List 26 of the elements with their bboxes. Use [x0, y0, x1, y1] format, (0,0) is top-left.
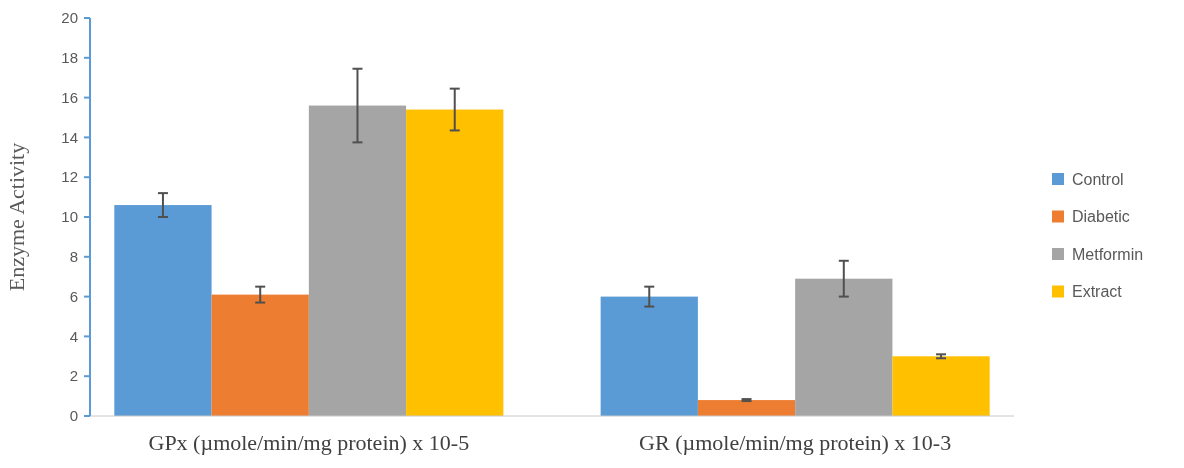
bar [600, 296, 698, 416]
bar [308, 105, 407, 416]
x-tick-label: GR (µmole/min/mg protein) x 10-3 [639, 430, 952, 455]
y-tick-label: 10 [61, 208, 78, 226]
x-tick-label: GPx (µmole/min/mg protein) x 10-5 [148, 430, 470, 455]
bar [114, 205, 212, 416]
bar [795, 278, 893, 416]
y-tick-label: 20 [61, 9, 78, 27]
bar [211, 294, 309, 416]
y-tick-label: 6 [69, 287, 78, 305]
y-tick-label: 18 [61, 49, 78, 67]
y-tick-label: 14 [61, 128, 78, 146]
legend-label: Diabetic [1072, 208, 1130, 226]
bar [406, 109, 504, 416]
y-tick-label: 8 [69, 248, 78, 266]
y-axis-title: Enzyme Activity [4, 142, 29, 292]
legend-label: Extract [1072, 283, 1123, 301]
bar [697, 400, 796, 416]
legend-label: Control [1072, 170, 1124, 188]
y-tick-label: 16 [61, 88, 78, 106]
y-tick-label: 2 [69, 367, 78, 385]
y-tick-label: 4 [69, 327, 78, 345]
y-tick-label: 12 [61, 168, 78, 186]
bar [892, 356, 990, 416]
y-tick-label: 0 [69, 407, 78, 425]
legend-label: Metformin [1072, 245, 1144, 263]
